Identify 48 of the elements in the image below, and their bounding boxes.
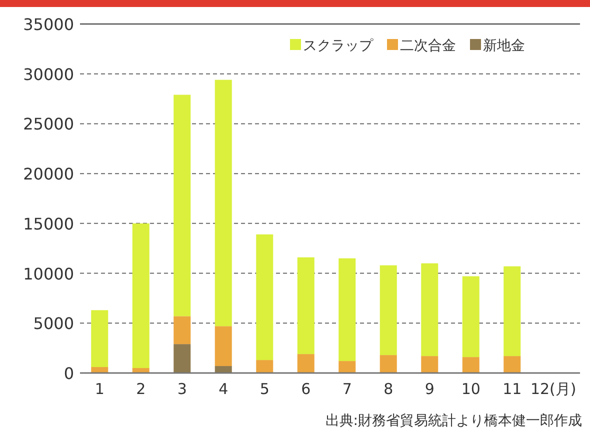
bar xyxy=(214,326,232,366)
y-tick-label: 25000 xyxy=(23,114,74,134)
bar xyxy=(174,344,191,373)
x-tick-label: 5 xyxy=(260,380,270,398)
bar xyxy=(462,357,480,373)
bar xyxy=(132,223,150,368)
x-tick-label: 4 xyxy=(218,380,228,398)
bar xyxy=(462,276,480,358)
bar xyxy=(174,94,191,316)
x-tick-label: 7 xyxy=(342,380,352,398)
bar xyxy=(91,367,108,373)
y-tick-label: 20000 xyxy=(23,164,74,184)
y-tick-label: 35000 xyxy=(23,15,74,34)
y-tick-label: 30000 xyxy=(23,64,74,84)
x-tick-label: 9 xyxy=(424,380,434,398)
legend-label: 二次合金 xyxy=(400,38,456,54)
legend-label: 新地金 xyxy=(483,38,525,54)
x-tick-label: 1 xyxy=(94,380,104,398)
x-tick-label: 11 xyxy=(502,380,522,398)
bar xyxy=(132,368,150,373)
bar xyxy=(297,257,314,354)
bar xyxy=(174,316,191,344)
legend-label: スクラップ xyxy=(303,38,374,54)
x-tick-label: 2 xyxy=(136,380,146,398)
y-tick-label: 0 xyxy=(64,364,74,383)
y-tick-label: 15000 xyxy=(23,214,74,234)
bar xyxy=(338,361,356,373)
bar xyxy=(421,356,438,373)
x-tick-label: 3 xyxy=(177,380,187,398)
y-tick-label: 10000 xyxy=(23,264,74,284)
bar xyxy=(91,310,108,368)
x-tick-label: 8 xyxy=(384,380,394,398)
bar xyxy=(214,366,232,373)
bar xyxy=(421,263,438,356)
bar xyxy=(338,258,356,362)
bar xyxy=(504,356,521,373)
bar xyxy=(256,234,274,360)
bar xyxy=(380,265,397,356)
x-tick-label: 6 xyxy=(301,380,311,398)
bar xyxy=(256,360,274,373)
bar xyxy=(380,355,397,373)
x-tick-label: 10 xyxy=(461,380,480,398)
bar xyxy=(297,354,314,373)
y-tick-label: 5000 xyxy=(33,314,74,334)
bar xyxy=(504,266,521,356)
source-note: 出典:財務省貿易統計より橋本健一郎作成 xyxy=(325,413,582,429)
bar xyxy=(214,80,232,326)
x-tick-label: 12(月) xyxy=(530,380,576,398)
